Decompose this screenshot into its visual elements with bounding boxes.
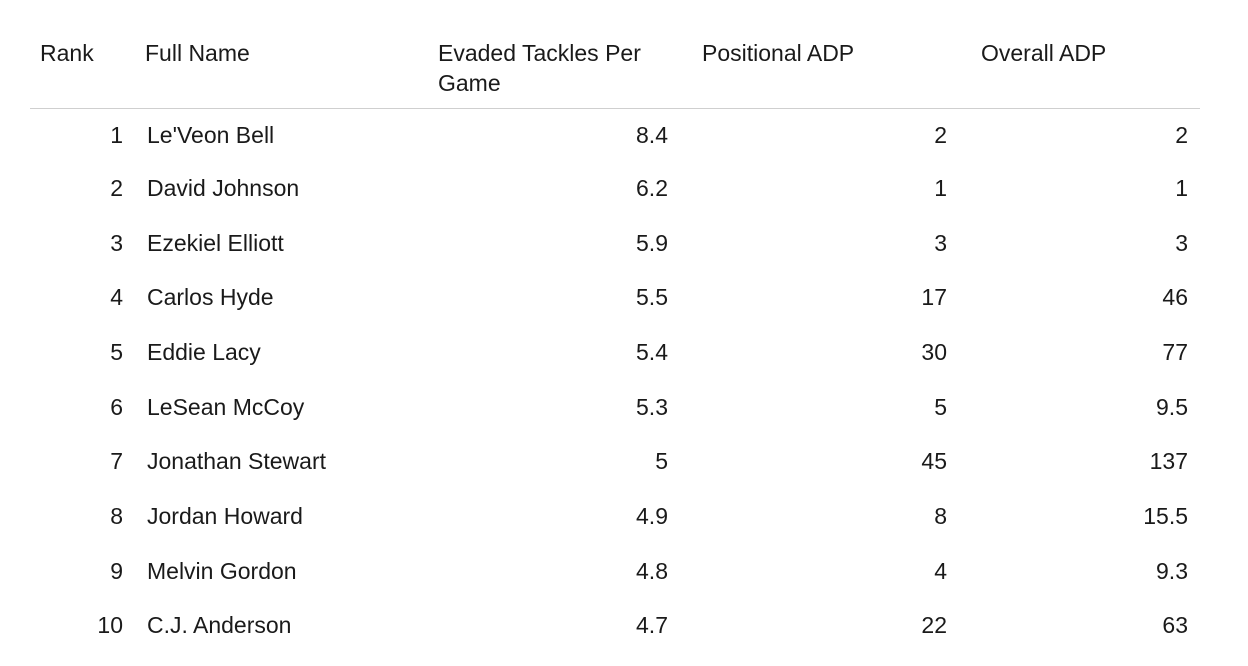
cell-positional-adp: 45 <box>921 448 947 475</box>
cell-positional-adp: 1 <box>934 174 947 201</box>
cell-evaded-tackles: 5.4 <box>636 338 668 365</box>
cell-rank: 5 <box>110 338 123 365</box>
cell-positional-adp: 30 <box>921 338 947 365</box>
cell-overall-adp: 9.3 <box>1156 557 1188 584</box>
cell-evaded-tackles: 4.9 <box>636 502 668 529</box>
cell-full-name: Carlos Hyde <box>147 284 274 311</box>
cell-positional-adp: 3 <box>934 229 947 256</box>
cell-overall-adp: 46 <box>1162 284 1188 311</box>
rankings-table-container: Rank Full Name Evaded Tackles Per Game P… <box>30 36 1200 653</box>
cell-rank: 8 <box>110 502 123 529</box>
cell-overall-adp: 15.5 <box>1143 502 1188 529</box>
cell-full-name: Jordan Howard <box>147 502 303 529</box>
cell-evaded-tackles: 5.5 <box>636 284 668 311</box>
cell-positional-adp: 2 <box>934 121 947 148</box>
header-rank: Rank <box>30 36 135 109</box>
cell-full-name: Jonathan Stewart <box>147 448 327 475</box>
cell-evaded-tackles: 5.9 <box>636 229 668 256</box>
cell-full-name: LeSean McCoy <box>147 393 305 420</box>
cell-evaded-tackles: 5.3 <box>636 393 668 420</box>
cell-overall-adp: 2 <box>1175 121 1188 148</box>
cell-positional-adp: 8 <box>934 502 947 529</box>
cell-positional-adp: 4 <box>934 557 947 584</box>
cell-rank: 6 <box>110 393 123 420</box>
cell-rank: 10 <box>97 612 123 639</box>
table-row: 9 Melvin Gordon 4.8 4 9.3 <box>30 544 1200 599</box>
cell-evaded-tackles: 5 <box>655 448 668 475</box>
rankings-table: Rank Full Name Evaded Tackles Per Game P… <box>30 36 1200 653</box>
table-row: 1 Le'Veon Bell 8.4 2 2 <box>30 109 1200 162</box>
cell-positional-adp: 5 <box>934 393 947 420</box>
cell-full-name: C.J. Anderson <box>147 612 292 639</box>
table-row: 3 Ezekiel Elliott 5.9 3 3 <box>30 216 1200 271</box>
header-full-name: Full Name <box>135 36 428 109</box>
table-body: 1 Le'Veon Bell 8.4 2 2 2 David Johnson 6… <box>30 109 1200 654</box>
cell-full-name: Eddie Lacy <box>147 338 261 365</box>
cell-rank: 1 <box>110 121 123 148</box>
cell-rank: 7 <box>110 448 123 475</box>
table-row: 7 Jonathan Stewart 5 45 137 <box>30 434 1200 489</box>
table-row: 2 David Johnson 6.2 1 1 <box>30 161 1200 216</box>
header-positional-adp: Positional ADP <box>680 36 959 109</box>
cell-full-name: Le'Veon Bell <box>147 121 275 148</box>
cell-rank: 3 <box>110 229 123 256</box>
cell-overall-adp: 137 <box>1149 448 1188 475</box>
table-row: 5 Eddie Lacy 5.4 30 77 <box>30 325 1200 380</box>
cell-positional-adp: 17 <box>921 284 947 311</box>
header-row: Rank Full Name Evaded Tackles Per Game P… <box>30 36 1200 109</box>
cell-positional-adp: 22 <box>921 612 947 639</box>
cell-full-name: Ezekiel Elliott <box>147 229 284 256</box>
cell-overall-adp: 9.5 <box>1156 393 1188 420</box>
cell-rank: 4 <box>110 284 123 311</box>
cell-overall-adp: 63 <box>1162 612 1188 639</box>
table-header: Rank Full Name Evaded Tackles Per Game P… <box>30 36 1200 109</box>
cell-full-name: Melvin Gordon <box>147 557 297 584</box>
cell-rank: 2 <box>110 174 123 201</box>
table-row: 6 LeSean McCoy 5.3 5 9.5 <box>30 380 1200 435</box>
table-row: 10 C.J. Anderson 4.7 22 63 <box>30 599 1200 654</box>
table-row: 8 Jordan Howard 4.9 8 15.5 <box>30 489 1200 544</box>
cell-evaded-tackles: 4.8 <box>636 557 668 584</box>
header-evaded-tackles: Evaded Tackles Per Game <box>428 36 680 109</box>
cell-evaded-tackles: 4.7 <box>636 612 668 639</box>
table-row: 4 Carlos Hyde 5.5 17 46 <box>30 270 1200 325</box>
cell-overall-adp: 77 <box>1162 338 1188 365</box>
header-overall-adp: Overall ADP <box>959 36 1200 109</box>
cell-overall-adp: 3 <box>1175 229 1188 256</box>
cell-rank: 9 <box>110 557 123 584</box>
cell-evaded-tackles: 6.2 <box>636 174 668 201</box>
cell-full-name: David Johnson <box>147 174 300 201</box>
cell-evaded-tackles: 8.4 <box>636 121 668 148</box>
cell-overall-adp: 1 <box>1175 174 1188 201</box>
